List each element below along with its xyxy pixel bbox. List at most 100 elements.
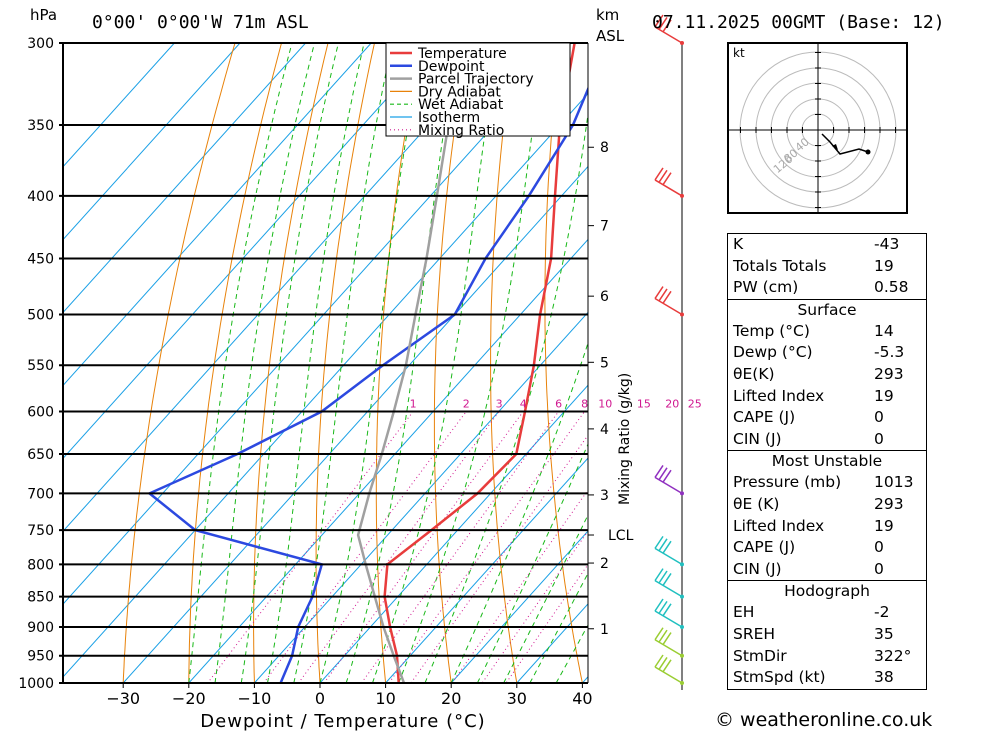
index-label: CAPE (J) — [733, 538, 796, 557]
wind-barb-feather — [658, 538, 668, 552]
wet-adiabat-line — [267, 43, 365, 683]
mixing-ratio-tick-label: 20 — [665, 397, 679, 410]
index-row: CAPE (J) 0 — [728, 407, 926, 429]
pressure-tick-label: 600 — [27, 404, 54, 420]
pressure-unit-label: hPa — [30, 6, 58, 24]
wet-adiabat-line — [240, 43, 339, 683]
mixing-ratio-tick-label: 8 — [581, 397, 588, 410]
pressure-tick-label: 750 — [27, 523, 54, 539]
index-row: Temp (°C) 14 — [728, 321, 926, 343]
index-label: θE(K) — [733, 364, 775, 383]
height-tick-label: 5 — [600, 355, 609, 371]
hodograph-title: Hodograph — [728, 580, 926, 602]
isotherm-line — [63, 43, 241, 241]
pressure-tick-label: 300 — [27, 36, 54, 52]
x-tick-label: −30 — [106, 689, 140, 708]
index-value: 0 — [874, 429, 884, 448]
isotherm-line — [254, 311, 588, 683]
index-row: EH -2 — [728, 602, 926, 624]
index-label: CIN (J) — [733, 559, 782, 578]
mixing-ratio-line — [410, 434, 588, 683]
mixing-ratio-line — [505, 563, 588, 683]
storm-motion-arrow — [832, 144, 838, 150]
index-row: CIN (J) 0 — [728, 429, 926, 451]
index-value: 293 — [874, 364, 904, 383]
height-asl-label: ASL — [596, 27, 625, 45]
mixing-ratio-line — [481, 530, 588, 683]
height-unit-label: km — [596, 6, 620, 24]
location-title: 0°00' 0°00'W 71m ASL — [92, 12, 309, 33]
wind-barb-feather — [662, 540, 672, 554]
series-line-dewpoint — [147, 85, 588, 683]
series-line-parcel-trajectory — [356, 43, 465, 683]
wind-barb-feather — [658, 288, 668, 302]
wind-barb-feather — [658, 600, 668, 614]
dry-adiabat-line — [122, 43, 236, 683]
index-row: CAPE (J) 0 — [728, 537, 926, 559]
index-label: Dewp (°C) — [733, 343, 813, 362]
isotherm-line — [122, 165, 588, 683]
pressure-tick-label: 350 — [27, 118, 54, 134]
pressure-tick-label: 800 — [27, 557, 54, 573]
hodograph-panel: 40 80 120 kt — [727, 42, 908, 214]
pressure-tick-label: 650 — [27, 447, 54, 463]
x-tick-label: 10 — [375, 689, 395, 708]
pressure-tick-label: 500 — [27, 308, 54, 324]
index-value: -43 — [874, 235, 900, 253]
dry-adiabat-line — [490, 43, 518, 683]
wind-barb-feather — [662, 19, 672, 33]
index-row: PW (cm) 0.58 — [728, 277, 926, 299]
mixing-ratio-axis-title: Mixing Ratio (g/kg) — [617, 373, 633, 505]
index-value: 38 — [874, 668, 894, 687]
height-tick-label: LCL — [608, 528, 634, 544]
pressure-tick-label: 550 — [27, 358, 54, 374]
index-label: SREH — [733, 624, 776, 643]
index-row: θE(K) 293 — [728, 364, 926, 386]
legend-label: Parcel Trajectory — [418, 72, 534, 88]
pressure-tick-label: 450 — [27, 252, 54, 268]
index-value: 1013 — [874, 473, 914, 492]
x-tick-label: −10 — [238, 689, 272, 708]
pressure-tick-label: 400 — [27, 189, 54, 205]
wet-adiabat-line — [188, 43, 293, 683]
mixing-ratio-tick-label: 2 — [463, 397, 470, 410]
pressure-tick-label: 950 — [27, 649, 54, 665]
index-label: StmDir — [733, 646, 787, 665]
index-row: CIN (J) 0 — [728, 559, 926, 581]
mixing-ratio-tick-label: 15 — [637, 397, 651, 410]
credit-text: © weatheronline.co.uk — [715, 709, 933, 731]
wind-barb-feather — [662, 172, 672, 186]
mixing-ratio-tick-label: 10 — [598, 397, 612, 410]
isotherm-line — [319, 384, 588, 683]
mixing-ratio-line — [263, 411, 467, 683]
wind-barb-feather — [658, 570, 668, 584]
wet-adiabat-line — [503, 513, 588, 683]
x-tick-label: 30 — [507, 689, 527, 708]
dry-adiabat-line — [544, 43, 583, 683]
index-row: Totals Totals 19 — [728, 256, 926, 278]
dry-adiabat-line — [930, 6, 1000, 709]
index-label: PW (cm) — [733, 278, 799, 297]
dry-adiabat-line — [253, 43, 329, 683]
mixing-ratio-line — [451, 489, 588, 683]
index-row: Lifted Index 19 — [728, 386, 926, 408]
mixing-ratio-line — [297, 411, 500, 683]
indices-table: K -43 Totals Totals 19 PW (cm) 0.58 Surface T… — [727, 233, 927, 690]
wind-barb-feather — [658, 16, 668, 30]
index-row: θE (K) 293 — [728, 494, 926, 516]
mixing-ratio-tick-label: 25 — [688, 397, 702, 410]
index-value: 0.58 — [874, 278, 909, 297]
dry-adiabat-line — [976, 6, 1000, 709]
dry-adiabat-line — [188, 43, 283, 683]
height-tick-label: 8 — [600, 140, 609, 156]
index-value: 19 — [874, 386, 894, 405]
wet-adiabat-line — [345, 43, 459, 683]
wind-barb-feather — [654, 167, 664, 181]
height-tick-label: 1 — [600, 622, 609, 638]
wind-barb-feather — [662, 469, 672, 483]
wet-adiabat-line — [293, 43, 393, 683]
dry-adiabat-line — [375, 43, 422, 683]
wind-barb-feather — [662, 572, 672, 586]
